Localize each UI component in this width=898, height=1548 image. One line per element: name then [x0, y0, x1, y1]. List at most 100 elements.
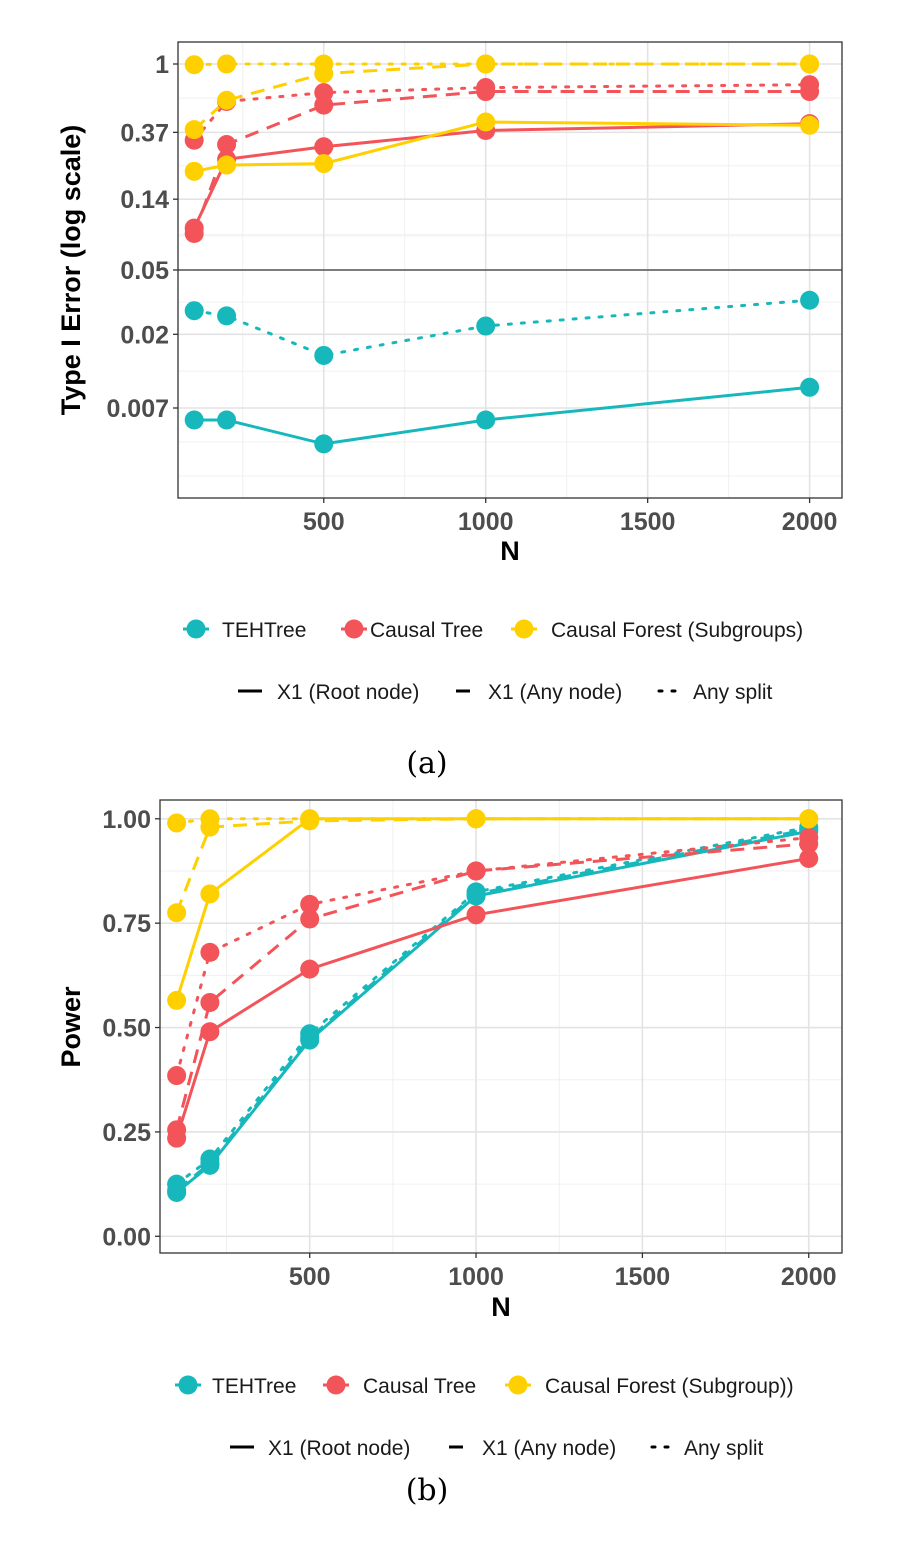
data-point	[217, 54, 237, 74]
data-point	[314, 345, 334, 365]
series-line-tehtree-dashed	[175, 827, 809, 1192]
legend-key-point	[514, 619, 534, 639]
data-point	[200, 1022, 220, 1042]
x-tick-label: 500	[289, 1263, 331, 1291]
data-point	[184, 224, 204, 244]
data-point	[167, 1174, 187, 1194]
series-lines	[175, 817, 811, 1194]
data-point	[167, 1120, 187, 1140]
data-point	[184, 55, 204, 75]
data-point	[200, 884, 220, 904]
data-point	[217, 410, 237, 430]
series-line-tehtree-dotted	[175, 825, 811, 1186]
panel-border	[159, 799, 843, 1254]
x-tick-label: 2000	[782, 508, 838, 536]
data-point	[314, 137, 334, 157]
data-point	[476, 54, 496, 74]
data-point	[217, 155, 237, 175]
y-axis-title: Type I Error (log scale)	[56, 125, 86, 416]
data-point	[799, 848, 819, 868]
color-legend: TEHTree Causal Tree Causal Forest (Subgrou…	[183, 619, 803, 642]
y-tick-label: 1.00	[102, 806, 151, 834]
legend-label: TEHTree	[212, 1375, 296, 1398]
series-line-causal-tree-solid	[175, 857, 809, 1139]
y-tick-label: 0.50	[102, 1015, 151, 1043]
data-point	[314, 83, 334, 103]
panel-caption: (a)	[406, 746, 447, 781]
data-point	[200, 1149, 220, 1169]
data-point	[167, 990, 187, 1010]
data-point	[200, 992, 220, 1012]
linetype-legend: X1 (Root node) X1 (Any node) Any split	[230, 1437, 764, 1460]
data-point	[466, 861, 486, 881]
series-lines	[192, 62, 812, 446]
legend-label: Causal Tree	[370, 619, 483, 642]
data-point	[184, 161, 204, 181]
y-tick-label: 1	[155, 51, 169, 79]
y-tick-label: 0.02	[120, 321, 169, 349]
data-point	[167, 903, 187, 923]
legend-linetype-label: X1 (Root node)	[277, 681, 419, 704]
data-point	[800, 377, 820, 397]
panel-caption: (b)	[406, 1473, 449, 1508]
legend-label: Causal Tree	[363, 1375, 476, 1398]
linetype-legend: X1 (Root node) X1 (Any node) Any split	[238, 681, 773, 704]
x-tick-label: 1000	[458, 508, 514, 536]
legend-label: TEHTree	[222, 619, 306, 642]
legend-label: Causal Forest (Subgroups)	[551, 619, 803, 642]
data-point	[200, 942, 220, 962]
data-point	[167, 1066, 187, 1086]
y-tick-label: 0.007	[106, 395, 169, 423]
legend-linetype-label: Any split	[693, 681, 773, 704]
y-axis-title: Power	[56, 986, 86, 1068]
data-point	[466, 882, 486, 902]
x-tick-label: 2000	[781, 1263, 837, 1291]
legend-key-point	[344, 619, 364, 639]
data-point	[476, 112, 496, 132]
series-line-tehtree-solid	[175, 829, 809, 1194]
y-tick-label: 0.37	[120, 119, 169, 147]
data-point	[184, 410, 204, 430]
x-tick-label: 1000	[448, 1263, 504, 1291]
data-point	[799, 809, 819, 829]
data-point	[217, 306, 237, 326]
data-point	[476, 410, 496, 430]
data-point	[184, 120, 204, 140]
x-axis-title: N	[500, 536, 520, 566]
data-point	[476, 78, 496, 98]
y-tick-label: 0.14	[120, 186, 169, 214]
series-points	[167, 809, 819, 1202]
data-point	[300, 909, 320, 929]
y-tick-label: 0.00	[102, 1223, 151, 1251]
data-point	[314, 434, 334, 454]
series-line-causal-tree-dotted	[192, 83, 812, 142]
x-tick-label: 1500	[620, 508, 676, 536]
data-point	[314, 154, 334, 174]
data-point	[800, 54, 820, 74]
x-tick-label: 500	[303, 508, 345, 536]
legend-linetype-label: X1 (Any node)	[482, 1437, 616, 1460]
data-point	[300, 959, 320, 979]
data-point	[184, 301, 204, 321]
series-line-causal-tree-solid	[192, 122, 810, 229]
x-axis-title: N	[491, 1292, 511, 1322]
data-point	[217, 90, 237, 110]
legend-linetype-label: Any split	[684, 1437, 764, 1460]
data-point	[800, 75, 820, 95]
data-point	[300, 809, 320, 829]
color-legend: TEHTree Causal Tree Causal Forest (Subgrou…	[175, 1375, 794, 1398]
legend-label: Causal Forest (Subgroup))	[545, 1375, 794, 1398]
series-line-causal-tree-dashed	[192, 90, 810, 235]
data-point	[217, 135, 237, 155]
data-point	[800, 290, 820, 310]
series-line-causal-forest-dashed	[193, 62, 810, 131]
data-point	[800, 115, 820, 135]
y-tick-label: 0.25	[102, 1119, 151, 1147]
legend-key-point	[326, 1375, 346, 1395]
y-tick-label: 0.05	[120, 257, 169, 285]
data-point	[466, 905, 486, 925]
data-point	[300, 1024, 320, 1044]
data-point	[300, 894, 320, 914]
panel-b: 500 1000 1500 2000 0.00 0.25 0.50 0.75 1.00 N Powe…	[56, 799, 843, 1508]
